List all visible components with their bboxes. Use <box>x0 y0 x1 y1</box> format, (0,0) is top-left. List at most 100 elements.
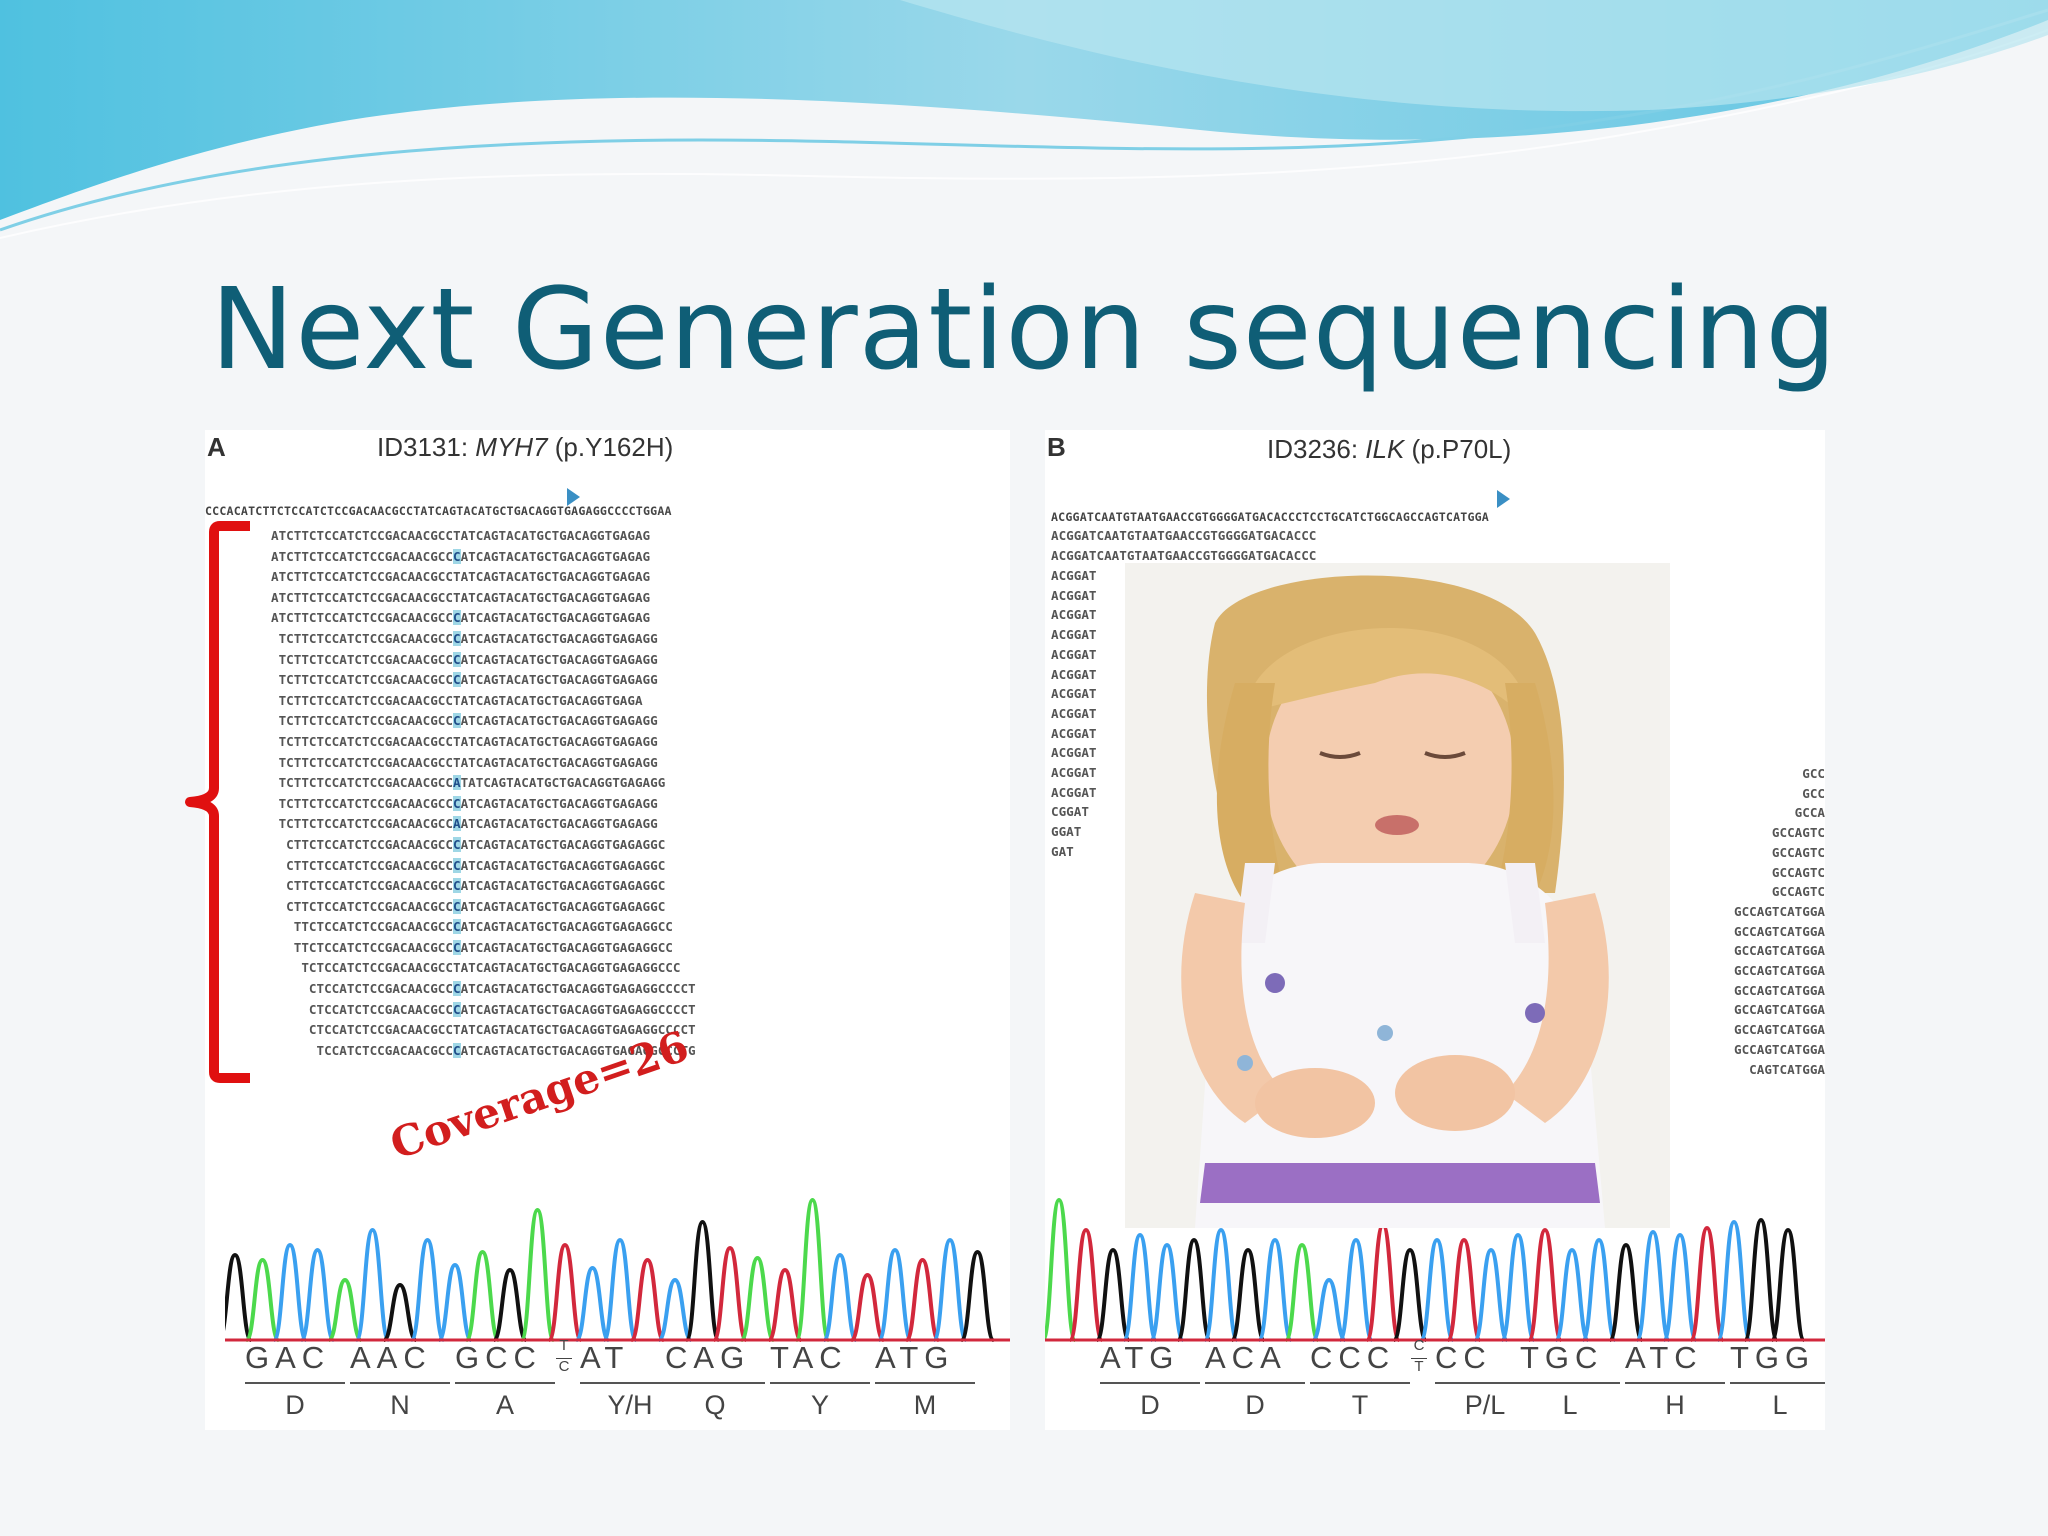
trace-peak <box>1392 1247 1428 1342</box>
read-prefix: TCTTCTCCATCTCCGACAACGCC <box>271 630 453 646</box>
aligned-reads-left: ACGGAT ACGGAT ACGGAT ACGGAT ACGGAT ACGGAT ACGG… <box>1051 566 1097 862</box>
variant-base: C <box>452 836 461 852</box>
read-row: TCTTCTCCATCTCCGACAACGCCTATCAGTACATGCTGAC… <box>271 753 696 774</box>
slide-title: Next Generation sequencing <box>210 265 1838 395</box>
read-row: TCCATCTCCGACAACGCCCATCAGTACATGCTGACAGGTG… <box>271 1041 696 1062</box>
read-suffix: ATCAGTACATGCTGACAGGTGAGAGG <box>460 816 658 832</box>
codon-bases: ATC <box>1625 1340 1703 1375</box>
read-row: CTCCATCTCCGACAACGCCCATCAGTACATGCTGACAGGT… <box>271 979 696 1000</box>
variant-base: T <box>452 569 461 585</box>
read-suffix: ATCAGTACATGCTGACAGGTGAGAGG <box>460 713 658 729</box>
read-prefix: ATCTTCTCCATCTCCGACAACGCC <box>271 548 453 564</box>
read-fragment: GCCAGTCATGGA <box>1734 1002 1825 1018</box>
read-fragment: GCC <box>1802 766 1825 781</box>
aligned-reads: ATCTTCTCCATCTCCGACAACGCCTATCAGTACATGCTGA… <box>271 526 696 1061</box>
read-suffix: ATCAGTACATGCTGACAGGTGAGAG <box>460 528 651 543</box>
reference-sequence: ACGGATCAATGTAATGAACCGTGGGGATGACACCCTCCTG… <box>1051 510 1489 524</box>
codon-underline <box>665 1382 765 1384</box>
read-suffix: ATCAGTACATGCTGACAGGTGAGAGGC <box>460 898 666 914</box>
trace-peak <box>1365 1222 1401 1342</box>
read-fragment: GCCAGTCATGGA <box>1734 982 1825 998</box>
read-prefix: TCTTCTCCATCTCCGACAACGCC <box>271 733 453 749</box>
read-prefix: TCTTCTCCATCTCCGACAACGCC <box>271 672 453 688</box>
variant-base: T <box>452 692 461 708</box>
variant-base: C <box>452 898 461 914</box>
panel-heading: ID3131: MYH7 (p.Y162H) <box>377 432 673 463</box>
sample-id: ID3131: <box>377 432 476 462</box>
variant-base: T <box>452 754 461 770</box>
read-fragment: GGAT <box>1051 824 1082 840</box>
read-row: CTTCTCCATCTCCGACAACGCCCATCAGTACATGCTGACA… <box>271 856 696 877</box>
trace-peak <box>519 1207 556 1342</box>
trace-peak <box>492 1267 528 1342</box>
aligned-reads-right: GCC GCC GCCA GCCAGTC GCCAGTC GCCAGTC GCCAGTC GC… <box>1665 764 1825 1079</box>
panel-label: A <box>207 432 226 462</box>
codon-bases: TGC <box>1520 1340 1604 1375</box>
trace-peak <box>1527 1227 1563 1342</box>
trace-peak <box>1338 1237 1374 1342</box>
read-row: CTCCATCTCCGACAACGCCTATCAGTACATGCTGACAGGT… <box>271 1020 696 1041</box>
read-suffix: ATCAGTACATGCTGACAGGTGAGAGG <box>460 651 658 667</box>
het-base-top: T <box>559 1337 569 1354</box>
trace-peak <box>1284 1242 1320 1342</box>
trace-peak <box>822 1252 858 1342</box>
variant-base: C <box>452 795 461 811</box>
variant-label: (p.Y162H) <box>547 432 674 462</box>
read-prefix: ATCTTCTCCATCTCCGACAACGCC <box>271 569 453 585</box>
read-row: TCTTCTCCATCTCCGACAACGCCCATCAGTACATGCTGAC… <box>271 670 696 691</box>
trace-peak <box>1743 1217 1779 1342</box>
read-suffix: ATCAGTACATGCTGACAGGTGAGAGGC <box>460 857 666 873</box>
panel-heading: ID3236: ILK (p.P70L) <box>1267 434 1511 465</box>
trace-peak <box>464 1249 501 1342</box>
het-base-bottom: T <box>1411 1358 1427 1375</box>
trace-peak <box>602 1237 638 1342</box>
codon-underline <box>350 1382 450 1384</box>
trace-peak <box>1662 1232 1698 1342</box>
trace-peak <box>272 1242 308 1342</box>
variant-base: C <box>452 857 461 873</box>
gene-name: ILK <box>1365 434 1405 464</box>
chromatogram-trace <box>1045 1197 1825 1342</box>
read-fragment: GCCAGTCATGGA <box>1734 903 1825 919</box>
read-prefix: CTCCATCTCCGACAACGCC <box>271 981 453 997</box>
read-prefix: TCTTCTCCATCTCCGACAACGCC <box>271 795 453 811</box>
read-prefix: TCTTCTCCATCTCCGACAACGCC <box>271 692 453 708</box>
trace-peak <box>1446 1237 1482 1342</box>
codon-underline <box>1625 1382 1725 1384</box>
read-row: TCTTCTCCATCTCCGACAACGCCCATCAGTACATGCTGAC… <box>271 629 696 650</box>
trace-peak <box>327 1277 363 1342</box>
child-illustration <box>1125 563 1670 1228</box>
read-prefix: TCTTCTCCATCTCCGACAACGCC <box>271 713 453 729</box>
read-fragment: ACGGAT <box>1051 705 1097 721</box>
het-base-top: C <box>1413 1337 1425 1354</box>
read-fragment: ACGGATCAATGTAATGAACCGTGGGGATGACACCC <box>1051 528 1317 543</box>
read-row: ATCTTCTCCATCTCCGACAACGCCTATCAGTACATGCTGA… <box>271 588 696 609</box>
read-suffix: ATCAGTACATGCTGACAGGTGAGAGGCCCCT <box>460 1001 696 1017</box>
read-fragment: GCC <box>1802 785 1825 801</box>
read-suffix: ATCAGTACATGCTGACAGGTGAGAGGC <box>460 878 666 894</box>
codon-bases: CCC <box>1310 1340 1396 1375</box>
codon-bases: AT <box>580 1340 630 1375</box>
read-suffix: ATCAGTACATGCTGACAGGTGAGAGG <box>460 754 658 770</box>
codon-underline <box>245 1382 345 1384</box>
panel-label: B <box>1047 432 1066 462</box>
read-suffix: ATCAGTACATGCTGACAGGTGAGAGGCCCCT <box>460 1022 696 1038</box>
read-prefix: TTCTCCATCTCCGACAACGCC <box>271 939 453 955</box>
amino-acid: Y <box>810 1390 829 1420</box>
variant-base: C <box>452 713 461 729</box>
codon-underline <box>1310 1382 1410 1384</box>
read-prefix: TCTCCATCTCCGACAACGCC <box>271 960 453 976</box>
trace-peak <box>849 1272 886 1342</box>
variant-base: C <box>452 939 461 955</box>
trace-peak <box>712 1245 748 1342</box>
read-fragment: ACGGAT <box>1051 725 1097 741</box>
read-fragment: ACGGAT <box>1051 784 1097 800</box>
read-fragment: ACGGAT <box>1051 666 1097 682</box>
variant-base: C <box>452 672 461 688</box>
codon-bases: ATG <box>875 1340 955 1375</box>
read-prefix: ATCTTCTCCATCTCCGACAACGCC <box>271 589 453 605</box>
codon-underline <box>1435 1382 1541 1384</box>
variant-base: C <box>452 610 461 626</box>
read-prefix: ATCTTCTCCATCTCCGACAACGCC <box>271 528 453 543</box>
read-prefix: CTCCATCTCCGACAACGCC <box>271 1022 453 1038</box>
